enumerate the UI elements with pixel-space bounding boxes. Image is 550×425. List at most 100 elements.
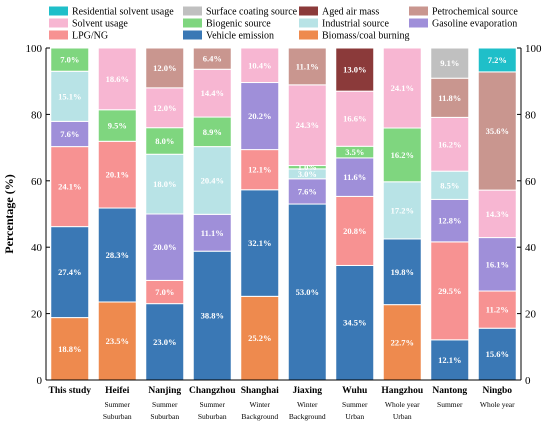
legend-label-surface-coating-source: Surface coating source bbox=[206, 7, 298, 18]
bar-segment-biogenic-source bbox=[145, 127, 185, 155]
segment-data-label: 24.1% bbox=[58, 182, 81, 192]
segment-data-label: 11.6% bbox=[343, 172, 366, 182]
y-tick-label-left: 0 bbox=[37, 375, 43, 387]
x-sublabel: Suburban bbox=[103, 412, 132, 421]
x-tick-label-nanjing: Nanjing bbox=[148, 386, 181, 396]
y-tick-label-right: 80 bbox=[525, 109, 537, 121]
segment-data-label: 11.1% bbox=[296, 61, 319, 71]
bar-segment-vehicle-emission bbox=[192, 250, 232, 381]
segment-data-label: 7.6% bbox=[60, 129, 79, 139]
x-sublabel: Whole year bbox=[480, 400, 515, 409]
bar-segment-surface-coating-source bbox=[430, 47, 470, 79]
bar-segment-biogenic-source bbox=[382, 127, 422, 183]
segment-data-label: 18.6% bbox=[106, 74, 129, 84]
legend-label-aged-air-mass: Aged air mass bbox=[322, 7, 379, 18]
bar-segment-vehicle-emission bbox=[240, 189, 280, 297]
legend-label-vehicle-emission: Vehicle emission bbox=[206, 31, 274, 42]
x-tick-label-heifei: Heifei bbox=[105, 386, 130, 396]
x-tick-label-changzhou: Changzhou bbox=[189, 386, 236, 396]
x-tick-label-shanghai: Shanghai bbox=[241, 386, 279, 396]
segment-data-label: 23.5% bbox=[106, 336, 129, 346]
x-sublabel: Whole year bbox=[385, 400, 420, 409]
legend-swatch-solvent-usage bbox=[49, 18, 68, 28]
x-sublabel: Summer bbox=[342, 400, 368, 409]
x-sublabel: Background bbox=[289, 412, 326, 421]
segment-data-label: 20.0% bbox=[153, 242, 176, 252]
x-tick-label-hangzhou: Hangzhou bbox=[381, 386, 423, 396]
bar-stack-shanghai: 25.2% 32.1% 12.1% 20.2% 10.4% bbox=[240, 47, 280, 381]
bar-segment-gasoline-evaporation bbox=[50, 120, 90, 148]
bar-segment-lpg-ng bbox=[240, 149, 280, 191]
segment-data-label: 8.5% bbox=[440, 180, 459, 190]
legend-label-residential-solvent-usage: Residential solvent usage bbox=[72, 7, 174, 18]
bar-segment-lpg-ng bbox=[430, 241, 470, 341]
bar-segment-gasoline-evaporation bbox=[287, 178, 327, 205]
segment-data-label: 28.3% bbox=[106, 250, 129, 260]
legend-label-biomass-coal-burning: Biomass/coal burning bbox=[322, 31, 410, 42]
legend-label-petrochemical-source: Petrochemical source bbox=[432, 7, 518, 18]
x-tick-label-ningbo: Ningbo bbox=[482, 386, 512, 396]
x-tick-label-jiaxing: Jiaxing bbox=[292, 386, 322, 396]
segment-data-label: 16.2% bbox=[438, 139, 461, 149]
segment-data-label: 29.5% bbox=[438, 286, 461, 296]
segment-data-label: 12.0% bbox=[153, 103, 176, 113]
segment-data-label: 9.5% bbox=[108, 121, 127, 131]
bar-stack-wuhu: 34.5% 20.8% 11.6% 3.5% 16.6% 13.0% bbox=[335, 47, 375, 381]
segment-data-label: 34.5% bbox=[343, 318, 366, 328]
y-tick-label-left: 80 bbox=[31, 109, 43, 121]
segment-data-label: 14.4% bbox=[201, 88, 224, 98]
bar-segment-residential-solvent-usage bbox=[477, 47, 517, 73]
legend-swatch-biogenic-source bbox=[183, 18, 202, 28]
bar-segment-solvent-usage bbox=[192, 68, 232, 118]
segment-data-label: 8.9% bbox=[203, 127, 222, 137]
segment-data-label: 11.1% bbox=[201, 228, 224, 238]
legend-label-biogenic-source: Biogenic source bbox=[206, 19, 271, 30]
x-sublabel: Urban bbox=[345, 412, 364, 421]
segment-data-label: 38.8% bbox=[201, 311, 224, 321]
y-tick-label-right: 20 bbox=[525, 309, 537, 321]
bar-segment-industrial-source bbox=[382, 181, 422, 240]
segment-data-label: 7.0% bbox=[60, 55, 79, 65]
bar-segment-industrial-source bbox=[50, 70, 90, 122]
bar-segment-gasoline-evaporation bbox=[430, 198, 470, 243]
x-sublabel: Summer bbox=[200, 400, 226, 409]
segment-data-label: 12.1% bbox=[438, 355, 461, 365]
segment-data-label: 14.3% bbox=[486, 209, 509, 219]
segment-data-label: 6.4% bbox=[203, 54, 222, 64]
x-sublabel: Summer bbox=[152, 400, 178, 409]
bar-segment-petrochemical-source bbox=[477, 71, 517, 191]
segment-data-label: 1.0% bbox=[298, 162, 317, 172]
segment-data-label: 20.4% bbox=[201, 175, 224, 185]
bar-segment-vehicle-emission bbox=[50, 226, 90, 319]
bar-segment-biogenic-source bbox=[97, 109, 137, 142]
segment-data-label: 32.1% bbox=[248, 238, 271, 248]
bar-segment-vehicle-emission bbox=[97, 207, 137, 303]
x-sublabel: Summer bbox=[437, 400, 463, 409]
bar-segment-solvent-usage bbox=[430, 116, 470, 172]
segment-data-label: 10.4% bbox=[248, 60, 271, 70]
x-sublabel: Winter bbox=[249, 400, 270, 409]
bar-segment-solvent-usage bbox=[287, 84, 327, 167]
bar-stack-jiaxing: 53.0% 7.6% 3.0%1.0% 24.3% 11.1% bbox=[287, 47, 327, 381]
bar-segment-lpg-ng bbox=[97, 140, 137, 209]
segment-data-label: 27.4% bbox=[58, 267, 81, 277]
bar-segment-vehicle-emission bbox=[287, 203, 327, 381]
legend-swatch-petrochemical-source bbox=[409, 6, 428, 16]
bar-stack-ningbo: 15.6% 11.2% 16.1% 14.3% 35.6% 7.2% bbox=[477, 47, 517, 381]
segment-data-label: 16.6% bbox=[343, 114, 366, 124]
legend-swatch-surface-coating-source bbox=[183, 6, 202, 16]
segment-data-label: 15.6% bbox=[486, 349, 509, 359]
x-tick-label-this-study: This study bbox=[48, 386, 91, 396]
bar-segment-petrochemical-source bbox=[145, 47, 185, 89]
segment-data-label: 12.1% bbox=[248, 165, 271, 175]
bar-segment-petrochemical-source bbox=[287, 47, 327, 86]
legend-swatch-gasoline-evaporation bbox=[409, 18, 428, 28]
segment-data-label: 12.8% bbox=[438, 216, 461, 226]
x-sublabel: Suburban bbox=[198, 412, 227, 421]
segment-data-label: 7.0% bbox=[155, 287, 174, 297]
bar-segment-biomass-coal-burning bbox=[240, 295, 280, 381]
segment-data-label: 7.2% bbox=[488, 55, 507, 65]
bar-segment-petrochemical-source bbox=[192, 47, 232, 70]
bar-segment-vehicle-emission bbox=[382, 238, 422, 306]
bar-segment-biomass-coal-burning bbox=[50, 317, 90, 381]
